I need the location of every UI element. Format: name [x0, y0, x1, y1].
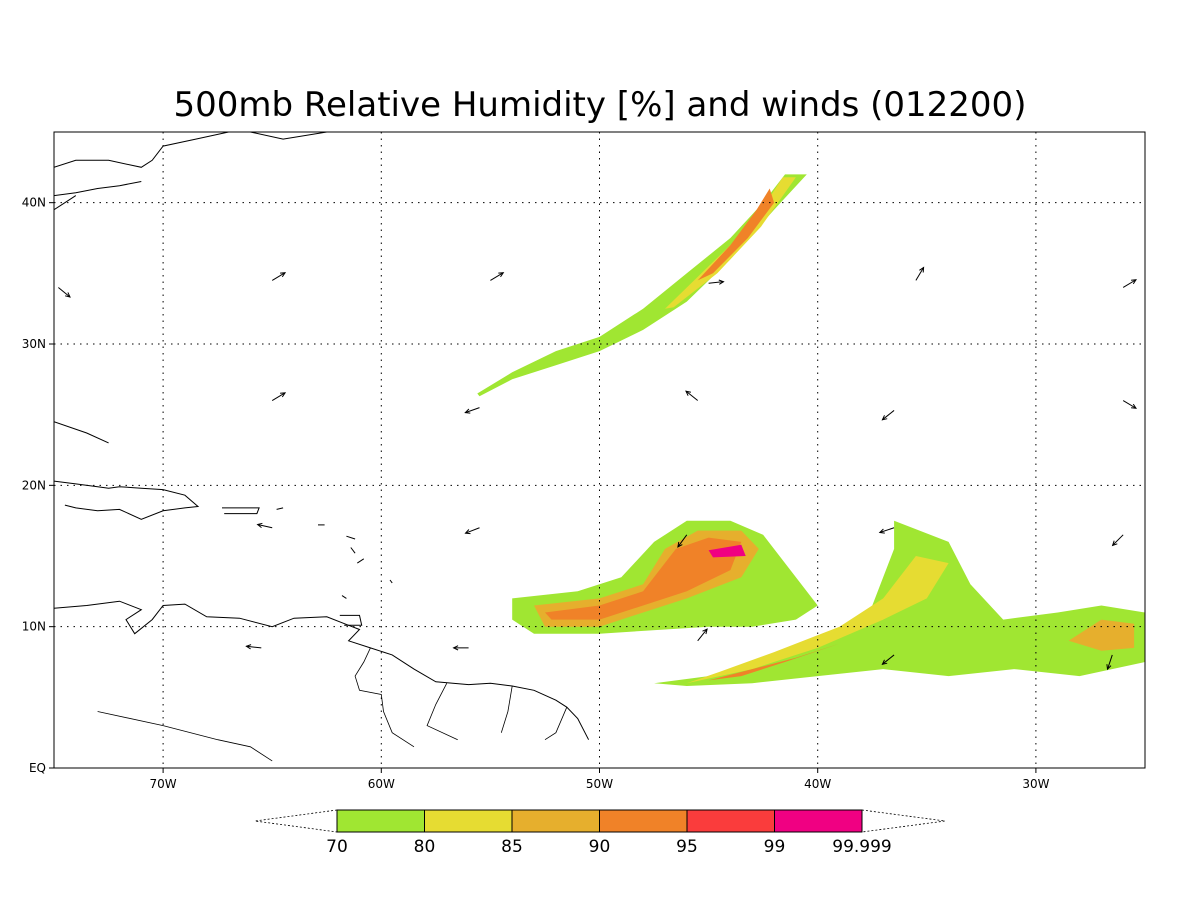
- wind-arrow-15: [1111, 534, 1124, 547]
- xtick-label: 70W: [150, 777, 177, 791]
- colorbar-label: 90: [589, 837, 611, 857]
- border-3: [426, 683, 458, 741]
- coastline-2: [54, 181, 142, 197]
- coastline-5: [54, 480, 200, 520]
- wind-arrow-2: [490, 272, 505, 281]
- colorbar-swatch-0: [336, 809, 425, 833]
- wind-arrow-0: [58, 287, 71, 298]
- colorbar-label: 70: [326, 837, 348, 857]
- wind-arrow-13: [677, 534, 688, 548]
- colorbar-high-extension: [861, 809, 946, 833]
- humidity-region-10: [1068, 619, 1135, 651]
- wind-arrow-6: [271, 392, 287, 401]
- coastline-0: [54, 132, 251, 168]
- wind-arrow-8: [685, 390, 699, 401]
- coastline-14: [389, 579, 393, 584]
- wind-arrow-11: [256, 522, 273, 529]
- humidity-region-8: [686, 556, 949, 684]
- wind-arrow-1: [271, 272, 287, 281]
- xtick-label: 30W: [1022, 777, 1049, 791]
- wind-arrow-18: [697, 628, 708, 642]
- coastline-4: [54, 421, 109, 444]
- wind-vector-layer: [58, 266, 1137, 671]
- colorbar-swatch-5: [774, 809, 863, 833]
- border-2: [354, 647, 415, 748]
- coastline-1: [250, 132, 360, 140]
- colorbar-low-extension: [254, 809, 338, 833]
- xtick-label: 50W: [586, 777, 613, 791]
- humidity-region-5: [545, 537, 742, 620]
- wind-arrow-16: [245, 644, 262, 650]
- colorbar-swatch-3: [599, 809, 688, 833]
- coastline-6: [222, 507, 260, 515]
- colorbar-label: 99: [764, 837, 786, 857]
- wind-arrow-12: [464, 527, 480, 535]
- colorbar-swatch-2: [511, 809, 600, 833]
- colorbar-swatch-1: [424, 809, 513, 833]
- coastline-7: [54, 600, 590, 740]
- border-4: [500, 685, 513, 733]
- border-0: [86, 132, 133, 133]
- wind-arrow-10: [1122, 400, 1137, 409]
- colorbar: 70 80 85 90 95 99 99.999: [254, 809, 946, 857]
- wind-arrow-20: [1106, 654, 1113, 671]
- coastline-layer: [54, 132, 590, 762]
- ytick-label: 30N: [22, 337, 46, 351]
- colorbar-label: 99.999: [832, 837, 891, 857]
- wind-arrow-3: [708, 279, 725, 285]
- coastline-15: [341, 595, 347, 599]
- coastline-9: [357, 558, 365, 564]
- wind-arrow-9: [881, 410, 895, 421]
- colorbar-label: 95: [676, 837, 698, 857]
- coastline-10: [350, 547, 356, 554]
- colorbar-label: 80: [414, 837, 436, 857]
- ytick-label: 10N: [22, 620, 46, 634]
- coastline-3: [54, 195, 77, 211]
- border-5: [544, 707, 568, 741]
- ytick-label: 20N: [22, 478, 46, 492]
- wind-arrow-7: [464, 407, 480, 414]
- wind-arrow-17: [452, 645, 469, 651]
- coastline-13: [276, 507, 284, 510]
- wind-arrow-19: [881, 654, 895, 666]
- lon-tick-layer: 70W 60W 50W 40W 30W: [150, 768, 1050, 791]
- wind-arrow-5: [1122, 279, 1137, 288]
- xtick-label: 60W: [368, 777, 395, 791]
- colorbar-swatch-4: [686, 809, 775, 833]
- humidity-fill-layer: [477, 174, 1145, 686]
- ytick-label: 40N: [22, 196, 46, 210]
- wind-arrow-14: [878, 527, 895, 534]
- humidity-region-2: [697, 188, 775, 281]
- coastline-8: [339, 614, 363, 626]
- xtick-label: 40W: [804, 777, 831, 791]
- humidity-region-0: [477, 174, 807, 397]
- coastline-11: [346, 535, 356, 540]
- humidity-region-6: [708, 544, 746, 558]
- colorbar-label: 85: [501, 837, 523, 857]
- lat-tick-layer: EQ 10N 20N 30N 40N: [22, 196, 54, 775]
- ytick-label: EQ: [29, 761, 46, 775]
- border-1: [97, 711, 273, 762]
- chart-title: 500mb Relative Humidity [%] and winds (0…: [174, 85, 1027, 125]
- wind-arrow-4: [915, 266, 925, 281]
